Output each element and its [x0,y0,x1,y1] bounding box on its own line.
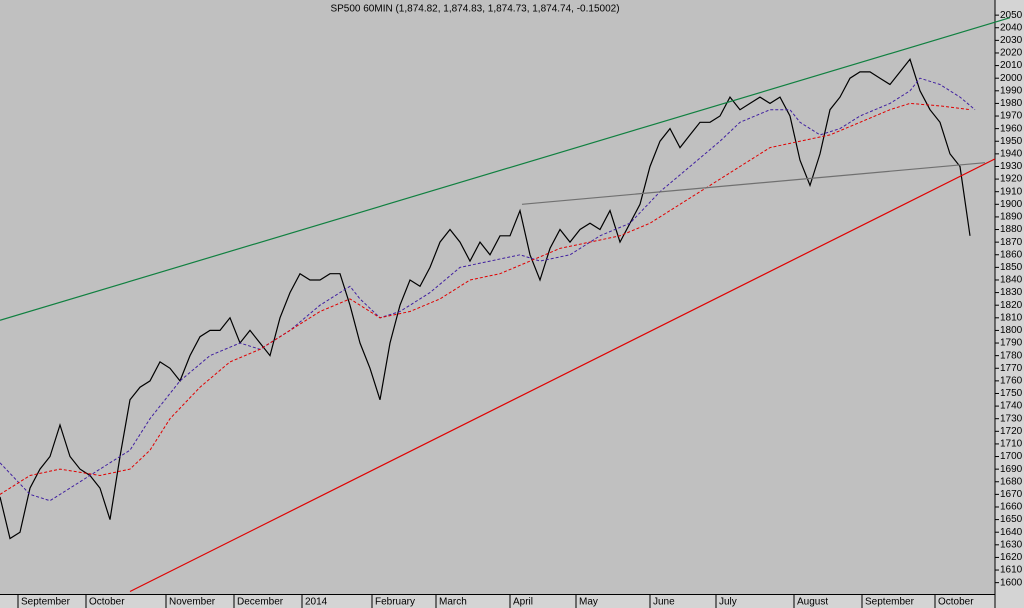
x-tick-label: October [938,597,974,608]
x-tick-label: August [797,597,828,608]
series-line [129,158,996,593]
x-tick-label: September [21,597,71,608]
y-tick-label: 1980 [1000,98,1023,109]
y-tick-label: 2000 [1000,73,1023,84]
x-tick-label: February [375,597,415,608]
x-tick-label: May [579,597,598,608]
y-tick-label: 2050 [1000,10,1023,21]
y-tick-label: 1910 [1000,186,1023,197]
y-tick-label: 1880 [1000,224,1023,235]
y-tick-label: 1940 [1000,149,1023,160]
x-tick-label: March [439,597,467,608]
y-tick-label: 1770 [1000,363,1023,374]
x-tick-label: 2014 [305,597,328,608]
y-tick-label: 1750 [1000,388,1023,399]
series-line [521,162,986,205]
y-tick-label: 1790 [1000,338,1023,349]
y-tick-label: 1930 [1000,161,1023,172]
y-tick-label: 1760 [1000,376,1023,387]
y-tick-label: 2010 [1000,60,1023,71]
y-tick-label: 1630 [1000,539,1023,550]
y-tick-label: 1820 [1000,300,1023,311]
y-tick-label: 1840 [1000,275,1023,286]
y-tick-label: 1780 [1000,350,1023,361]
x-tick-label: June [653,597,675,608]
y-tick-label: 1650 [1000,514,1023,525]
series-line [0,17,1011,321]
y-tick-label: 1610 [1000,565,1023,576]
series-line [0,102,971,495]
chart-title: SP500 60MIN (1,874.82, 1,874.83, 1,874.7… [330,4,619,15]
y-tick-label: 1680 [1000,476,1023,487]
y-tick-label: 1900 [1000,199,1023,210]
y-tick-label: 1990 [1000,85,1023,96]
y-tick-label: 1870 [1000,237,1023,248]
y-tick-label: 1860 [1000,249,1023,260]
y-tick-label: 1660 [1000,502,1023,513]
y-tick-label: 1800 [1000,325,1023,336]
y-tick-label: 1600 [1000,577,1023,588]
y-tick-label: 1810 [1000,312,1023,323]
y-tick-label: 1850 [1000,262,1023,273]
y-tick-label: 1720 [1000,426,1023,437]
y-tick-label: 2020 [1000,48,1023,59]
y-tick-label: 1710 [1000,439,1023,450]
x-tick-label: December [237,597,284,608]
y-tick-label: 2040 [1000,22,1023,33]
x-tick-label: October [89,597,125,608]
plot-area [0,0,995,594]
y-tick-label: 1740 [1000,401,1023,412]
y-axis-area [995,0,1024,608]
x-tick-label: September [865,597,915,608]
y-tick-label: 1830 [1000,287,1023,298]
y-tick-label: 1700 [1000,451,1023,462]
y-tick-label: 1620 [1000,552,1023,563]
y-tick-label: 1960 [1000,123,1023,134]
y-tick-label: 2030 [1000,35,1023,46]
series-line [0,58,971,540]
y-tick-label: 1670 [1000,489,1023,500]
y-tick-label: 1640 [1000,527,1023,538]
y-tick-label: 1890 [1000,212,1023,223]
y-tick-label: 1970 [1000,111,1023,122]
x-tick-label: November [169,597,216,608]
x-tick-label: April [513,597,533,608]
y-tick-label: 1730 [1000,413,1023,424]
y-tick-label: 1920 [1000,174,1023,185]
y-tick-label: 1690 [1000,464,1023,475]
y-tick-label: 1950 [1000,136,1023,147]
x-axis-area [0,594,995,608]
x-tick-label: July [719,597,737,608]
